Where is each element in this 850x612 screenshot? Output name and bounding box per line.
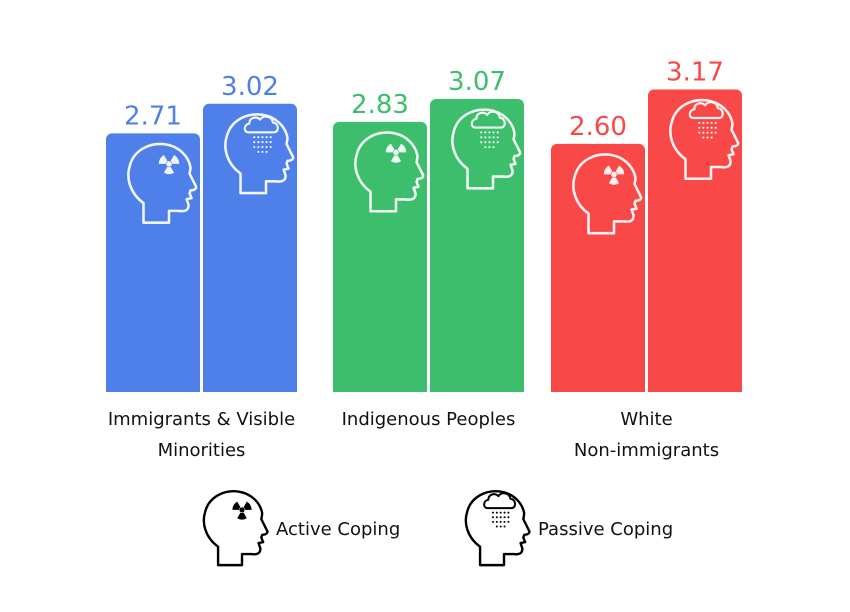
legend-label: Passive Coping: [538, 519, 673, 540]
bar-value-label: 3.02: [221, 72, 279, 102]
legend-item-active: Active Coping: [202, 490, 400, 567]
bar-value-label: 2.71: [124, 101, 182, 131]
bar-base: [430, 384, 524, 392]
bar-active-2: [551, 143, 645, 392]
bar-value-label: 2.60: [569, 112, 627, 142]
bar-base: [203, 384, 297, 392]
bar-value-label: 3.07: [448, 67, 506, 97]
bar-active-0: [106, 133, 200, 393]
bar-active-1: [333, 121, 427, 393]
bar-base: [106, 384, 200, 392]
passive-coping-head-icon: [451, 108, 522, 190]
bar-base: [333, 384, 427, 392]
bar-value-label: 2.83: [351, 90, 409, 120]
passive-coping-head-icon: [464, 490, 531, 567]
category-label: Indigenous Peoples: [342, 409, 516, 430]
passive-coping-head-icon: [224, 113, 295, 195]
category-label: Immigrants & Visible: [108, 409, 295, 430]
legend-label: Active Coping: [276, 519, 400, 540]
category-label: White: [620, 409, 672, 430]
bar-value-label: 3.17: [666, 57, 724, 87]
bar-passive-1: [430, 99, 524, 392]
category-label: Minorities: [158, 440, 246, 461]
bar-passive-2: [648, 89, 742, 393]
bar-base: [648, 384, 742, 392]
bar-passive-0: [203, 103, 297, 392]
bar-base: [551, 384, 645, 392]
category-label: Non-immigrants: [574, 440, 719, 461]
passive-coping-head-icon: [669, 98, 740, 181]
legend-item-passive: Passive Coping: [464, 490, 673, 567]
active-coping-head-icon: [202, 490, 269, 567]
